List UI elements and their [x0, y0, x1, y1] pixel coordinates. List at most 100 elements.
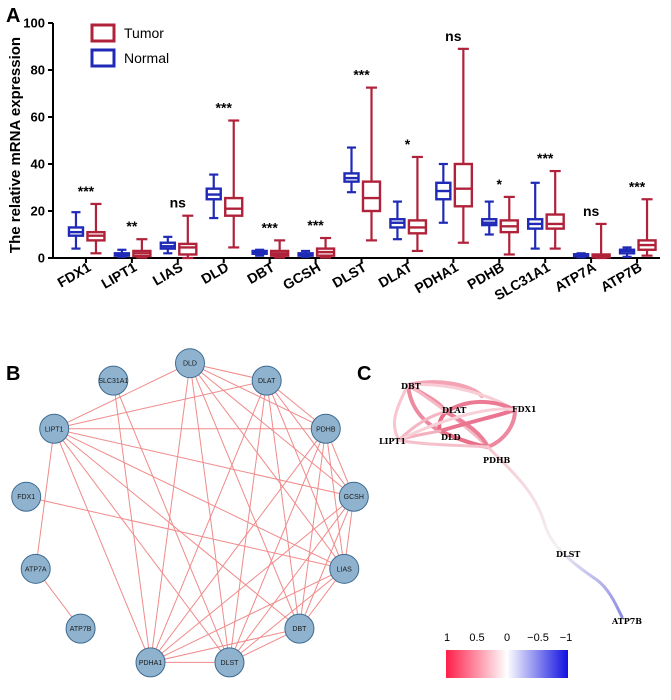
network-edge [53, 428, 151, 663]
normal-box [572, 252, 590, 259]
network-node: DBT [284, 613, 315, 644]
y-tick-label: 40 [31, 157, 45, 172]
significance-label: ns [583, 203, 600, 219]
network-node: PDHA1 [135, 647, 166, 678]
significance-label: *** [629, 178, 646, 194]
significance-label: * [497, 176, 503, 192]
correlation-nodes: DBT DLAT FDX1 LIPT1 DLD PDHB DLST ATP7B [379, 381, 642, 626]
network-node: FDX1 [11, 481, 42, 512]
network-edge [229, 568, 345, 663]
color-scale: 1 0.5 0 −0.5 −1 [444, 632, 572, 678]
network-node: LIAS [329, 553, 360, 584]
network-edge [35, 428, 55, 569]
corr-edge [486, 408, 517, 449]
node-label: DLST [221, 660, 240, 667]
network-edge [150, 428, 327, 663]
corr-edge [397, 438, 490, 449]
corr-node-fdx1: FDX1 [512, 404, 536, 414]
boxplot-panel: A The relative mRNA expression 0 20 40 60 80… [6, 5, 660, 303]
corr-node-dlst: DLST [556, 549, 580, 559]
normal-box [113, 248, 131, 258]
node-circle [39, 413, 70, 444]
network-node: ATP7A [20, 553, 51, 584]
node-circle [20, 553, 51, 584]
normal-box [297, 249, 314, 258]
scale-tick: 0 [504, 632, 510, 644]
node-circle [135, 647, 166, 678]
y-tick-label: 0 [38, 251, 45, 266]
corr-node-atp7b: ATP7B [611, 616, 642, 626]
tumor-box [315, 236, 336, 259]
normal-box [526, 181, 544, 250]
corr-edge [444, 399, 517, 414]
normal-box [618, 246, 636, 258]
tumor-box [269, 239, 290, 259]
network-edge [53, 428, 345, 570]
x-tick-label: DLST [329, 259, 369, 291]
correlation-panel: C DBT DLAT FDX1 LIPT1 DLD PDHB [357, 363, 642, 678]
scale-tick: −1 [560, 632, 573, 644]
node-label: LIAS [337, 566, 353, 573]
network-nodes: DLD DLAT PDHB GCSH LIAS DBT DLST PDHA1 ATP7B ATP7… [11, 348, 369, 678]
tumor-box [361, 86, 382, 242]
network-edge [298, 496, 355, 629]
corr-edge [392, 383, 410, 442]
network-node: DLST [214, 647, 245, 678]
node-circle [11, 481, 42, 512]
node-circle [310, 413, 341, 444]
node-label: SLC31A1 [98, 378, 128, 385]
significance-label: ns [445, 28, 462, 44]
legend-swatch-tumor [90, 23, 116, 43]
network-edge [266, 380, 355, 498]
node-circle [284, 613, 315, 644]
node-circle [175, 348, 205, 379]
corr-node-dlat: DLAT [442, 405, 466, 415]
panel-b-label: B [6, 363, 20, 385]
network-edge [189, 362, 355, 498]
normal-box [67, 211, 85, 250]
significance-label: * [405, 136, 411, 152]
significance-label: ** [126, 218, 137, 234]
node-circle [98, 365, 129, 396]
network-node: DLAT [251, 365, 282, 396]
scale-tick: 1 [444, 632, 450, 644]
node-label: DBT [292, 626, 307, 633]
box-body [361, 180, 382, 213]
corr-edge [486, 445, 624, 619]
panel-a-label: A [6, 5, 20, 27]
x-tick-label: ATP7B [598, 259, 645, 295]
legend-label-normal: Normal [124, 50, 169, 66]
network-edge [54, 380, 267, 430]
network-edge [53, 362, 191, 430]
node-label: PDHA1 [139, 660, 162, 667]
network-edge [150, 628, 300, 663]
network-edge [189, 363, 300, 629]
x-tick-label: PDHA1 [412, 259, 461, 297]
tumor-box [132, 238, 152, 259]
tumor-box [407, 155, 428, 253]
node-label: ATP7A [25, 566, 47, 573]
network-node: GCSH [338, 481, 369, 512]
box-body [545, 213, 565, 230]
tumor-box [453, 47, 474, 244]
network-edge [53, 428, 230, 663]
y-axis: 0 20 40 60 80 100 [23, 16, 54, 266]
network-edge [228, 380, 268, 663]
x-tick-label: ATP7A [552, 259, 599, 295]
network-node: ATP7B [65, 613, 96, 644]
node-circle [65, 613, 96, 644]
network-edge [298, 428, 327, 629]
scale-tick: 0.5 [469, 632, 484, 644]
significance-label: *** [261, 219, 278, 235]
network-edge [112, 380, 152, 663]
node-label: DLAT [258, 378, 276, 385]
node-circle [214, 647, 245, 678]
significance-label: *** [353, 67, 370, 83]
y-tick-label: 100 [23, 16, 45, 31]
network-node: SLC31A1 [98, 365, 129, 396]
panel-c-label: C [357, 363, 371, 385]
network-edge [266, 380, 300, 629]
network-edge [325, 428, 345, 569]
box-body [453, 162, 474, 208]
tumor-box [499, 195, 519, 256]
